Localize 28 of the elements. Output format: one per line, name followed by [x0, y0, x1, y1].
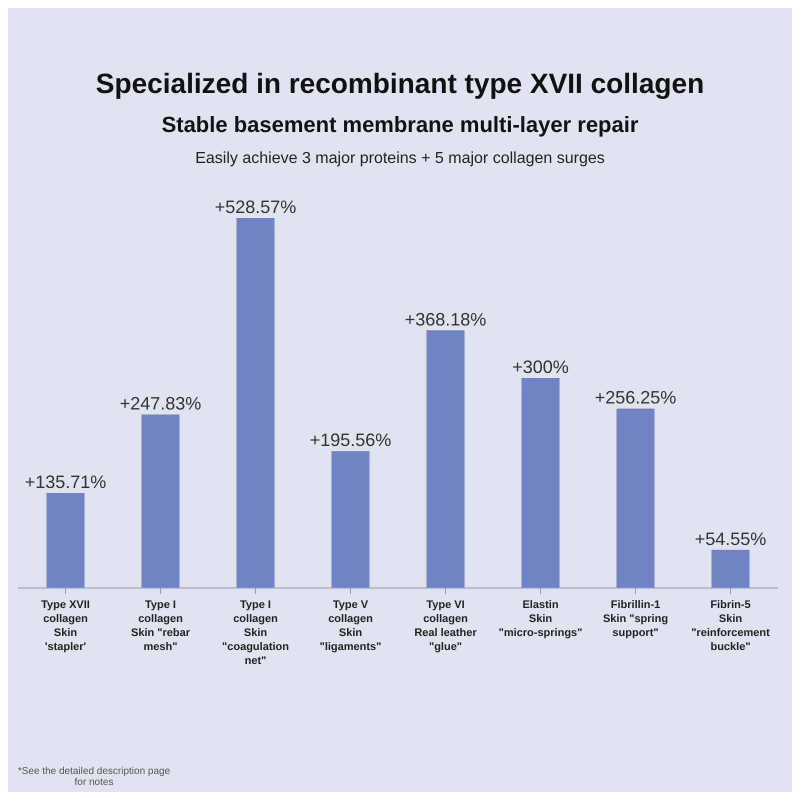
x-tick-label: Elastin Skin "micro-springs" — [498, 599, 582, 639]
data-label: +256.25% — [594, 388, 676, 408]
bar — [616, 408, 654, 588]
bar — [522, 378, 560, 588]
chart-subtitle: Stable basement membrane multi-layer repair — [160, 112, 640, 138]
data-label: +247.83% — [120, 394, 202, 414]
x-tick-label: Type V collagen Skin "ligaments" — [320, 599, 382, 653]
data-label: +135.71% — [24, 472, 106, 492]
x-tick-label: Type I collagen Skin "rebar mesh" — [130, 599, 191, 653]
bar — [712, 550, 750, 588]
data-label: +368.18% — [404, 309, 486, 330]
bar — [332, 451, 370, 588]
data-label: +300% — [512, 357, 569, 377]
data-label: +528.57% — [214, 197, 296, 217]
x-tick-label: Fibrin-5 Skin "reinforcement buckle" — [691, 599, 770, 653]
text: Easily achieve 3 major proteins + 5 major collagen surges — [194, 150, 606, 168]
data-label: +54.55% — [694, 528, 766, 549]
bar — [142, 414, 180, 588]
bar — [46, 493, 84, 588]
x-tick-label: Type VI collagen Real leather "glue" — [414, 599, 478, 653]
x-tick-label: Type I collagen Skin "coagulation net" — [222, 599, 290, 667]
chart-title: Specialized in recombinant type XVII collagen — [94, 68, 706, 100]
bar — [426, 330, 464, 588]
text: *See the detailed description page for notes — [16, 766, 172, 788]
bar — [236, 218, 274, 588]
x-tick-label: Type XVII collagen Skin 'stapler' — [41, 599, 90, 653]
data-label: +195.56% — [310, 430, 392, 450]
x-tick-label: Fibrillin-1 Skin "spring support" — [602, 599, 668, 639]
